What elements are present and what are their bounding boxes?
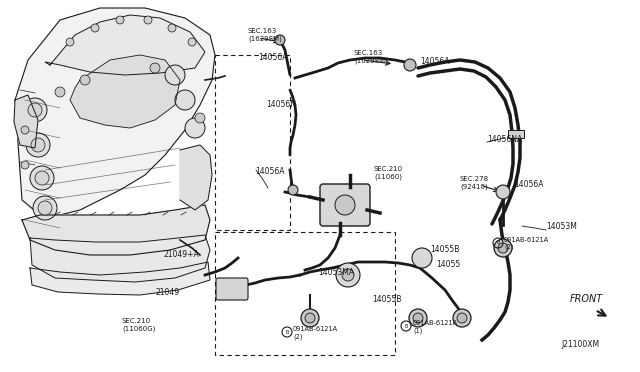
Polygon shape: [45, 15, 205, 75]
Text: 14056A: 14056A: [514, 180, 543, 189]
Text: 14056N: 14056N: [266, 100, 296, 109]
Text: 14056A: 14056A: [420, 57, 449, 66]
Text: B: B: [404, 324, 408, 328]
Text: 091AB-6121A
(2): 091AB-6121A (2): [504, 237, 549, 250]
Circle shape: [453, 309, 471, 327]
Circle shape: [165, 65, 185, 85]
Circle shape: [35, 171, 49, 185]
Polygon shape: [30, 262, 210, 295]
Circle shape: [494, 239, 512, 257]
Text: 14053M: 14053M: [546, 222, 577, 231]
Circle shape: [185, 118, 205, 138]
Circle shape: [301, 309, 319, 327]
Circle shape: [188, 38, 196, 46]
Text: B: B: [496, 241, 500, 246]
Circle shape: [116, 16, 124, 24]
Circle shape: [336, 263, 360, 287]
FancyBboxPatch shape: [320, 184, 370, 226]
Circle shape: [457, 313, 467, 323]
Circle shape: [409, 309, 427, 327]
Text: 091AB-6121A
(2): 091AB-6121A (2): [293, 326, 338, 340]
Circle shape: [305, 313, 315, 323]
FancyBboxPatch shape: [216, 278, 248, 300]
Text: 091AB-6121A
(1): 091AB-6121A (1): [413, 320, 458, 334]
Text: FRONT: FRONT: [570, 294, 604, 304]
Circle shape: [150, 63, 160, 73]
Circle shape: [66, 38, 74, 46]
Text: 14055: 14055: [436, 260, 460, 269]
Circle shape: [412, 248, 432, 268]
Polygon shape: [180, 145, 212, 210]
Circle shape: [91, 24, 99, 32]
Circle shape: [188, 148, 208, 168]
Circle shape: [342, 269, 354, 281]
Circle shape: [275, 35, 285, 45]
Text: SEC.210
(11060G): SEC.210 (11060G): [122, 318, 156, 331]
Text: 14056A: 14056A: [255, 167, 285, 176]
Text: SEC.278
(92410): SEC.278 (92410): [460, 176, 489, 189]
Circle shape: [33, 196, 57, 220]
Text: SEC.163
(16298M): SEC.163 (16298M): [354, 50, 388, 64]
Bar: [508, 130, 524, 138]
Text: 14056NA: 14056NA: [487, 135, 522, 144]
Polygon shape: [15, 8, 215, 215]
Circle shape: [144, 16, 152, 24]
Circle shape: [55, 87, 65, 97]
Circle shape: [26, 133, 50, 157]
Circle shape: [31, 138, 45, 152]
Text: 14055B: 14055B: [372, 295, 401, 304]
Circle shape: [335, 195, 355, 215]
Text: 14053MA: 14053MA: [318, 268, 354, 277]
Circle shape: [23, 98, 47, 122]
Circle shape: [38, 201, 52, 215]
Text: 21049+A: 21049+A: [163, 250, 199, 259]
Text: SEC.210
(11060): SEC.210 (11060): [374, 166, 403, 180]
Circle shape: [413, 313, 423, 323]
Circle shape: [175, 90, 195, 110]
Circle shape: [168, 24, 176, 32]
Circle shape: [30, 166, 54, 190]
Circle shape: [21, 126, 29, 134]
Polygon shape: [30, 235, 210, 282]
Text: SEC.163
(16298M): SEC.163 (16298M): [248, 28, 282, 42]
Circle shape: [404, 59, 416, 71]
Text: 21049: 21049: [155, 288, 179, 297]
Circle shape: [288, 185, 298, 195]
Text: 14055B: 14055B: [430, 245, 460, 254]
Circle shape: [80, 75, 90, 85]
Circle shape: [498, 243, 508, 253]
Polygon shape: [70, 55, 180, 128]
Text: 14056A: 14056A: [258, 53, 287, 62]
Polygon shape: [22, 205, 210, 255]
Circle shape: [28, 103, 42, 117]
Text: B: B: [285, 330, 289, 334]
Circle shape: [195, 113, 205, 123]
Polygon shape: [14, 95, 38, 148]
Circle shape: [496, 185, 510, 199]
Text: J21100XM: J21100XM: [561, 340, 599, 349]
Circle shape: [21, 161, 29, 169]
